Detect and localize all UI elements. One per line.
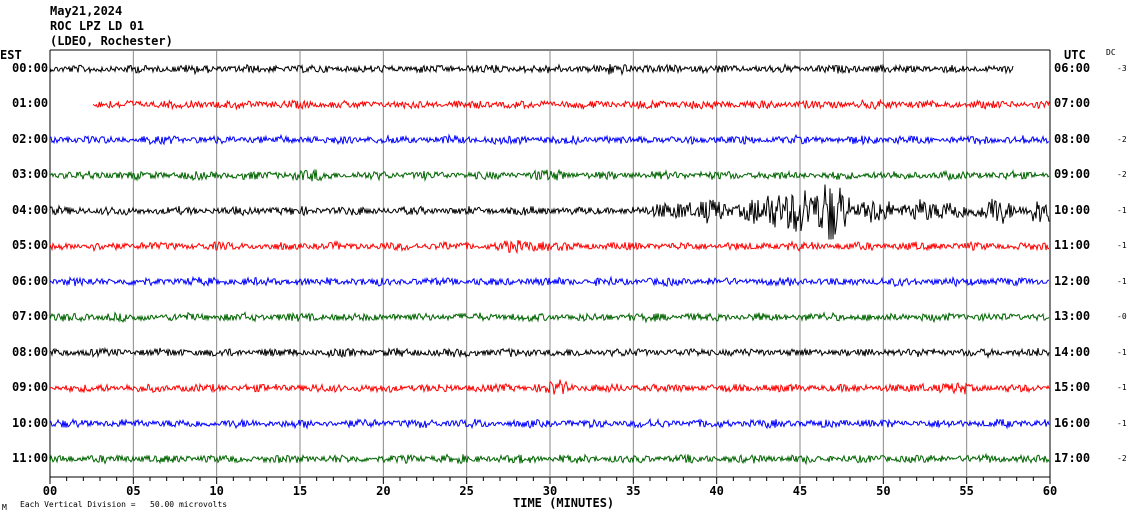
utc-hour-label: 06:00: [1054, 61, 1091, 75]
seismic-trace: [49, 168, 1050, 182]
seismic-trace: [92, 98, 1050, 111]
date-label: May21,2024: [50, 4, 123, 18]
utc-hour-label: 13:00: [1054, 309, 1091, 324]
station-label: ROC LPZ LD 01: [50, 19, 144, 33]
x-tick-label: 25: [459, 484, 474, 498]
est-hour-label: 00:00: [12, 61, 49, 75]
seismic-trace: [49, 275, 1049, 288]
seismic-trace: [49, 63, 1014, 76]
seismic-trace: [49, 417, 1050, 430]
x-tick-label: 10: [209, 484, 224, 498]
est-hour-label: 03:00: [12, 167, 49, 182]
x-tick-label: 00: [42, 484, 58, 498]
utc-hour-label: 12:00: [1054, 273, 1091, 288]
x-tick-label: 15: [292, 484, 308, 498]
dc-title: DC: [1106, 48, 1116, 57]
est-hour-label: 01:00: [12, 96, 49, 111]
corner-mark: M: [2, 503, 7, 512]
utc-hour-label: 17:00: [1054, 450, 1091, 465]
est-hour-label: 08:00: [12, 344, 49, 359]
x-tick-label: 55: [959, 484, 974, 498]
dc-offset-label: -1: [1117, 418, 1127, 428]
dc-offset-label: -1: [1117, 276, 1127, 286]
est-hour-label: 02:00: [12, 131, 49, 146]
x-tick-label: 45: [792, 484, 808, 498]
dc-offset-label: -2: [1117, 170, 1127, 180]
seismic-trace: [49, 346, 1050, 359]
est-hour-label: 06:00: [12, 273, 49, 288]
est-axis-title: EST: [0, 48, 22, 62]
seismic-trace: [49, 379, 1050, 395]
x-tick-label: 40: [709, 484, 724, 498]
utc-hour-label: 14:00: [1054, 344, 1091, 359]
utc-hour-label: 16:00: [1054, 415, 1091, 430]
dc-offset-label: -1: [1117, 241, 1127, 251]
x-tick-label: 05: [126, 484, 141, 498]
dc-offset-label: -2: [1117, 453, 1127, 463]
utc-hour-label: 09:00: [1054, 167, 1091, 182]
utc-axis-title: UTC: [1064, 48, 1086, 62]
utc-hour-label: 11:00: [1054, 238, 1091, 253]
utc-hour-label: 07:00: [1054, 96, 1091, 111]
utc-hour-label: 10:00: [1054, 202, 1091, 217]
dc-offset-label: -0: [1117, 312, 1127, 322]
x-tick-label: 20: [376, 484, 391, 498]
seismic-trace: [49, 311, 1050, 324]
dc-offset-label: -1: [1117, 383, 1127, 393]
x-tick-label: 30: [542, 484, 558, 498]
seismic-trace: [49, 133, 1049, 146]
utc-hour-label: 15:00: [1054, 380, 1091, 395]
x-tick-label: 60: [1042, 484, 1058, 498]
seismic-trace: [49, 184, 1050, 240]
est-hour-label: 10:00: [12, 415, 49, 430]
network-label: (LDEO, Rochester): [50, 34, 173, 48]
dc-offset-label: -2: [1117, 134, 1127, 144]
seismic-trace: [49, 239, 1050, 255]
utc-hour-label: 08:00: [1054, 131, 1091, 146]
est-hour-label: 09:00: [12, 380, 49, 395]
x-tick-label: 50: [876, 484, 891, 498]
est-hour-label: 07:00: [12, 309, 49, 324]
x-tick-label: 35: [626, 484, 641, 498]
seismic-trace: [49, 452, 1050, 466]
est-hour-label: 05:00: [12, 238, 49, 253]
dc-offset-label: -1: [1117, 347, 1127, 357]
est-hour-label: 04:00: [12, 202, 49, 217]
est-hour-label: 11:00: [12, 450, 49, 465]
scale-note: Each Vertical Division = 50.00 microvolt…: [20, 500, 228, 509]
x-axis-label: TIME (MINUTES): [513, 496, 615, 510]
dc-offset-label: -3: [1117, 64, 1127, 73]
dc-offset-label: -1: [1117, 205, 1127, 215]
